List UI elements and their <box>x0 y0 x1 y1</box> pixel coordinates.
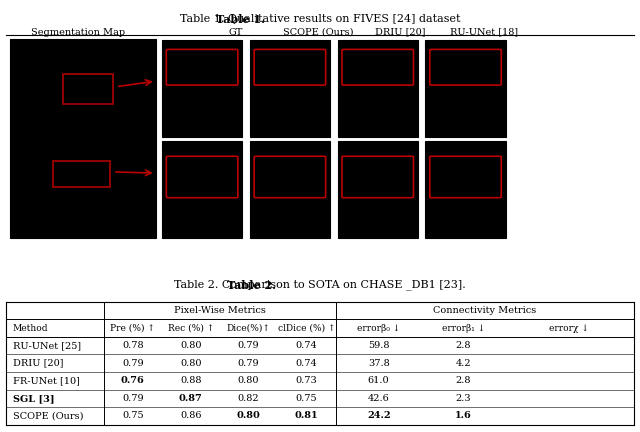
Text: Table 1.: Table 1. <box>216 14 266 25</box>
Text: 0.79: 0.79 <box>122 394 143 403</box>
Text: 0.73: 0.73 <box>296 376 317 385</box>
Text: 0.80: 0.80 <box>180 359 202 368</box>
Bar <box>250 40 330 137</box>
Text: 0.74: 0.74 <box>296 341 317 350</box>
Text: DRIU [20]: DRIU [20] <box>375 28 426 37</box>
Text: 2.3: 2.3 <box>456 394 471 403</box>
Text: 0.76: 0.76 <box>121 376 145 385</box>
Text: Table 2. Comparison to SOTA on CHASE _DB1 [23].: Table 2. Comparison to SOTA on CHASE _DB… <box>174 280 466 290</box>
Text: 1.6: 1.6 <box>455 411 472 420</box>
Bar <box>162 141 242 238</box>
Text: 2.8: 2.8 <box>456 376 471 385</box>
Text: errorβ₁ ↓: errorβ₁ ↓ <box>442 324 485 333</box>
Text: 59.8: 59.8 <box>368 341 389 350</box>
Text: GT: GT <box>228 28 243 37</box>
Text: Dice(%)↑: Dice(%)↑ <box>227 324 271 333</box>
Text: 0.81: 0.81 <box>294 411 318 420</box>
Text: 0.80: 0.80 <box>237 411 260 420</box>
Text: 0.80: 0.80 <box>180 341 202 350</box>
Text: Pre (%) ↑: Pre (%) ↑ <box>110 324 156 333</box>
Text: DRIU [20]: DRIU [20] <box>13 359 63 368</box>
Text: errorχ ↓: errorχ ↓ <box>549 324 589 333</box>
Text: 0.74: 0.74 <box>296 359 317 368</box>
Text: 0.88: 0.88 <box>180 376 202 385</box>
Text: RU-UNet [18]: RU-UNet [18] <box>451 28 518 37</box>
Bar <box>63 74 113 104</box>
Text: RU-UNet [25]: RU-UNet [25] <box>13 341 81 350</box>
Text: SCOPE (Ours): SCOPE (Ours) <box>13 411 83 420</box>
Text: 0.75: 0.75 <box>296 394 317 403</box>
Text: 0.78: 0.78 <box>122 341 143 350</box>
Text: 0.79: 0.79 <box>122 359 143 368</box>
Text: Segmentation Map: Segmentation Map <box>31 28 125 37</box>
Text: Table 2.: Table 2. <box>227 280 276 291</box>
Bar <box>10 39 156 238</box>
Text: 61.0: 61.0 <box>368 376 390 385</box>
Bar <box>54 161 110 187</box>
Text: clDice (%) ↑: clDice (%) ↑ <box>278 324 335 333</box>
Text: 37.8: 37.8 <box>368 359 390 368</box>
Text: SCOPE (Ours): SCOPE (Ours) <box>283 28 353 37</box>
Text: errorβ₀ ↓: errorβ₀ ↓ <box>357 324 400 333</box>
Text: 0.75: 0.75 <box>122 411 143 420</box>
Bar <box>337 40 418 137</box>
Text: Rec (%) ↑: Rec (%) ↑ <box>168 324 214 333</box>
Text: SGL [3]: SGL [3] <box>13 394 54 403</box>
Text: FR-UNet [10]: FR-UNet [10] <box>13 376 79 385</box>
Bar <box>337 141 418 238</box>
Text: Method: Method <box>13 324 48 333</box>
Text: Table 1. Qualitative results on FIVES [24] dataset: Table 1. Qualitative results on FIVES [2… <box>180 14 460 24</box>
Text: 0.82: 0.82 <box>237 394 259 403</box>
Text: 2.8: 2.8 <box>456 341 471 350</box>
Bar <box>250 141 330 238</box>
Bar <box>162 40 242 137</box>
Text: 0.79: 0.79 <box>237 341 259 350</box>
Text: 0.80: 0.80 <box>237 376 259 385</box>
Text: 24.2: 24.2 <box>367 411 390 420</box>
Text: 0.79: 0.79 <box>237 359 259 368</box>
Text: 0.87: 0.87 <box>179 394 203 403</box>
Text: 42.6: 42.6 <box>368 394 390 403</box>
Text: 0.86: 0.86 <box>180 411 202 420</box>
Bar <box>426 141 506 238</box>
Text: Connectivity Metrics: Connectivity Metrics <box>433 306 536 315</box>
Bar <box>426 40 506 137</box>
Text: Pixel-Wise Metrics: Pixel-Wise Metrics <box>173 306 266 315</box>
Text: 4.2: 4.2 <box>456 359 471 368</box>
